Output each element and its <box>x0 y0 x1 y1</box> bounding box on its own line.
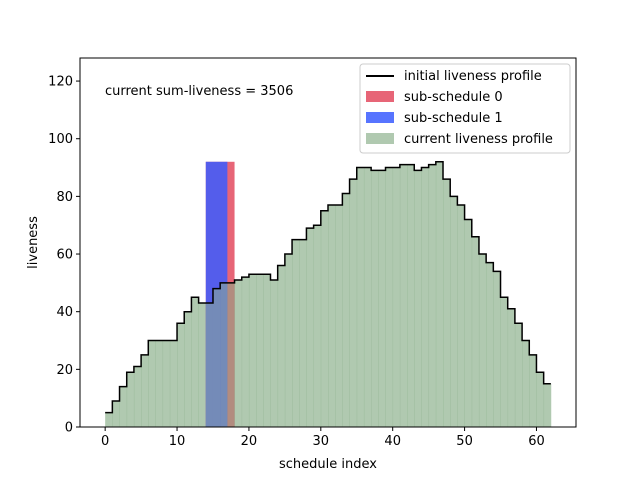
current-liveness-step <box>363 167 372 427</box>
current-liveness-step <box>457 205 465 427</box>
current-liveness-overlay <box>205 282 235 427</box>
current-liveness-step <box>241 277 250 427</box>
x-tick-label: 50 <box>456 434 473 449</box>
current-liveness-overlay-step <box>227 282 235 427</box>
current-liveness-step <box>105 412 113 427</box>
current-liveness-step <box>478 254 487 427</box>
current-liveness-step <box>284 254 293 427</box>
current-liveness-step <box>471 236 480 427</box>
current-liveness-step <box>177 323 185 427</box>
x-tick-label: 30 <box>313 434 330 449</box>
current-liveness-step <box>270 279 279 427</box>
current-liveness-area <box>105 161 552 427</box>
legend-label-initial: initial liveness profile <box>404 69 542 84</box>
current-liveness-step <box>155 340 164 427</box>
current-liveness-overlay-step <box>205 303 213 427</box>
current-liveness-step <box>184 311 192 427</box>
current-liveness-step <box>141 354 149 427</box>
current-liveness-step <box>421 167 430 427</box>
current-liveness-step <box>169 340 178 427</box>
current-liveness-step <box>414 170 422 427</box>
current-liveness-step <box>198 303 207 427</box>
current-liveness-step <box>529 354 537 427</box>
current-liveness-step <box>435 161 444 427</box>
current-liveness-step <box>306 228 315 427</box>
y-tick-label: 40 <box>56 305 73 320</box>
legend-swatch-current <box>366 133 394 144</box>
current-liveness-step <box>162 340 171 427</box>
current-liveness-step <box>299 239 307 427</box>
y-tick-label: 80 <box>56 190 73 205</box>
current-liveness-step <box>392 167 401 427</box>
current-liveness-step <box>464 219 473 427</box>
current-liveness-step <box>328 205 336 427</box>
current-liveness-step <box>493 271 501 427</box>
current-liveness-step <box>112 401 120 427</box>
legend-swatch-sub1 <box>366 112 394 123</box>
current-liveness-step <box>500 297 509 427</box>
current-liveness-step <box>335 205 343 427</box>
current-liveness-step <box>514 323 523 427</box>
y-tick-label: 20 <box>56 363 73 378</box>
current-liveness-step <box>349 179 358 427</box>
current-liveness-step <box>256 274 264 427</box>
legend-label-sub1: sub-schedule 1 <box>404 111 503 126</box>
legend-label-current: current liveness profile <box>404 132 553 147</box>
x-tick-label: 60 <box>528 434 545 449</box>
current-liveness-step <box>119 386 128 427</box>
legend-label-sub0: sub-schedule 0 <box>404 90 503 105</box>
current-liveness-step <box>507 308 516 427</box>
current-liveness-step <box>385 167 394 427</box>
current-liveness-step <box>320 210 329 427</box>
current-liveness-step <box>443 179 451 427</box>
current-liveness-step <box>378 170 386 427</box>
legend: initial liveness profile sub-schedule 0 … <box>359 63 571 154</box>
y-tick-label: 0 <box>65 421 73 436</box>
legend-box <box>359 63 571 154</box>
current-liveness-step <box>292 239 300 427</box>
x-tick-label: 40 <box>384 434 401 449</box>
current-liveness-step <box>428 164 437 427</box>
current-liveness-step <box>536 372 545 427</box>
x-tick-label: 20 <box>241 434 258 449</box>
initial-liveness-line <box>105 161 551 414</box>
current-liveness-step <box>342 193 350 427</box>
current-liveness-step <box>234 279 243 427</box>
current-liveness-step <box>126 372 135 427</box>
current-liveness-step <box>371 170 379 427</box>
current-liveness-step <box>313 225 322 427</box>
current-liveness-step <box>486 262 494 427</box>
current-liveness-step <box>191 297 200 427</box>
current-liveness-step <box>148 340 156 427</box>
sum-liveness-annotation: current sum-liveness = 3506 <box>105 84 293 99</box>
x-tick-label: 0 <box>101 434 109 449</box>
x-axis-label: schedule index <box>279 457 377 472</box>
current-liveness-step <box>277 265 286 427</box>
current-liveness-step <box>399 164 408 427</box>
current-liveness-step <box>133 366 142 427</box>
legend-swatch-sub0 <box>366 91 394 102</box>
current-liveness-step <box>450 196 458 427</box>
y-axis-label: liveness <box>26 216 41 269</box>
current-liveness-step <box>356 167 365 427</box>
current-liveness-step <box>522 340 530 427</box>
plot-frame <box>79 57 577 428</box>
y-tick-label: 120 <box>48 75 73 90</box>
x-tick-label: 10 <box>169 434 186 449</box>
current-liveness-overlay-step <box>212 288 221 427</box>
current-liveness-step <box>543 383 552 427</box>
y-tick-label: 60 <box>56 248 73 263</box>
current-liveness-step <box>263 274 271 427</box>
current-liveness-step <box>407 164 415 427</box>
current-liveness-step <box>248 274 257 427</box>
current-liveness-overlay-step <box>220 282 228 427</box>
y-tick-label: 100 <box>48 132 73 147</box>
